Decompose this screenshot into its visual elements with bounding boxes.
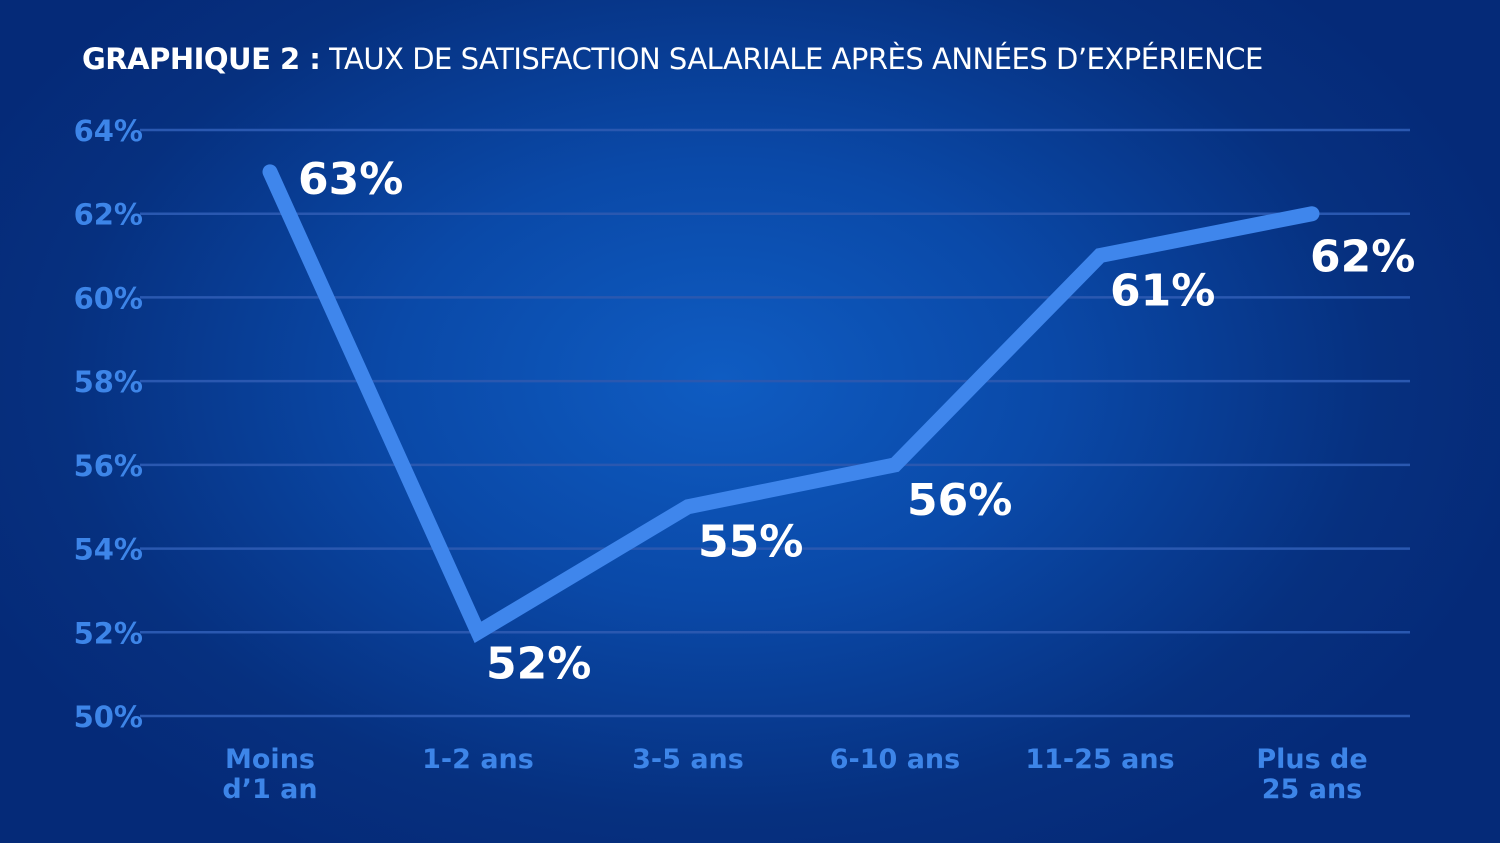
x-tick-label: 1-2 ans [422, 744, 534, 775]
series-line [262, 164, 1320, 644]
data-label: 62% [1310, 232, 1415, 283]
data-label: 63% [298, 154, 403, 205]
y-tick-label: 58% [74, 365, 143, 399]
y-tick-label: 60% [74, 281, 143, 315]
y-tick-label: 52% [74, 616, 143, 650]
x-tick-label: 11-25 ans [1025, 744, 1174, 775]
y-tick-label: 56% [74, 449, 143, 483]
y-tick-label: 62% [74, 198, 143, 232]
data-label: 52% [486, 638, 591, 689]
y-tick-label: 50% [74, 700, 143, 734]
chart-title-rest: TAUX DE SATISFACTION SALARIALE APRÈS ANN… [329, 42, 1263, 76]
data-label: 61% [1110, 266, 1215, 317]
x-tick-label: Moins [225, 744, 315, 775]
x-tick-label: d’1 an [222, 774, 317, 805]
data-label: 55% [698, 517, 803, 568]
data-label: 56% [907, 475, 1012, 526]
x-tick-label: 25 ans [1262, 774, 1363, 805]
y-tick-label: 54% [74, 533, 143, 567]
x-tick-label: 3-5 ans [632, 744, 744, 775]
y-tick-label: 64% [74, 114, 143, 148]
x-tick-label: Plus de [1256, 744, 1367, 775]
x-tick-label: 6-10 ans [830, 744, 960, 775]
chart-title: GRAPHIQUE 2 : TAUX DE SATISFACTION SALAR… [82, 42, 1263, 76]
chart-title-bold: GRAPHIQUE 2 : [82, 42, 321, 76]
